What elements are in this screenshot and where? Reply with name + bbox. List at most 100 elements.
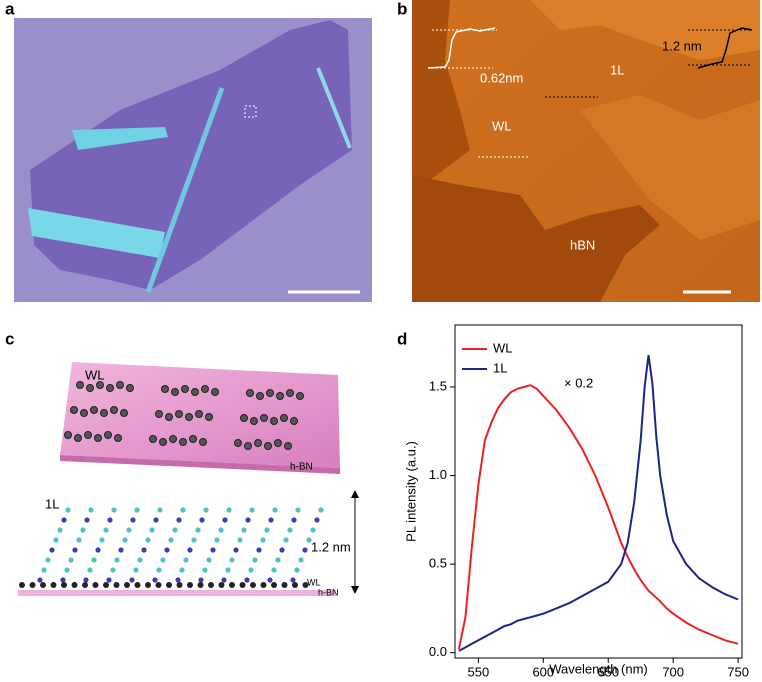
atom	[199, 517, 205, 523]
annotation: WL	[492, 118, 512, 133]
atom	[283, 537, 289, 543]
atom	[268, 517, 274, 523]
atom	[292, 582, 298, 588]
atom	[118, 547, 124, 553]
atom	[208, 582, 214, 588]
atom	[314, 517, 320, 523]
panel-b: 0.62nm 1.2 nm 1L WL hBN b	[397, 0, 760, 302]
atom	[169, 435, 177, 443]
atom	[141, 547, 147, 553]
atom	[286, 389, 294, 397]
atom	[179, 567, 185, 573]
annotation: h-BN	[318, 587, 339, 597]
atom	[64, 431, 72, 439]
atom	[272, 507, 278, 513]
annotation: 1L	[45, 496, 59, 511]
panel-label: b	[397, 0, 407, 18]
atom	[187, 582, 193, 588]
atom	[83, 577, 89, 583]
atom	[84, 517, 90, 523]
atom	[306, 537, 312, 543]
region	[580, 95, 760, 240]
atom	[134, 582, 141, 588]
atom	[248, 567, 254, 573]
atom	[187, 547, 193, 553]
atom	[76, 537, 82, 543]
atom	[95, 547, 101, 553]
atom	[94, 434, 102, 442]
atom	[229, 582, 235, 588]
atom	[191, 388, 199, 396]
atom	[295, 507, 301, 513]
panel-label: a	[5, 0, 15, 18]
atom	[87, 567, 93, 573]
atom	[45, 557, 51, 563]
atom	[57, 527, 63, 533]
atom	[68, 557, 74, 563]
legend-label: WL	[493, 340, 513, 355]
atom	[53, 537, 59, 543]
atom	[65, 507, 71, 513]
atom	[206, 557, 212, 563]
atom	[185, 413, 193, 421]
atom	[229, 557, 235, 563]
annotation: hBN	[570, 237, 595, 252]
atom	[126, 527, 132, 533]
atom	[266, 389, 274, 397]
panel-label: d	[397, 329, 407, 348]
atom	[124, 582, 130, 588]
atom	[129, 577, 135, 583]
crystal	[145, 87, 225, 293]
x-tick-label: 550	[468, 664, 490, 677]
atom	[96, 381, 104, 389]
atom	[245, 517, 251, 523]
atom	[275, 557, 281, 563]
atom	[180, 507, 186, 513]
atom	[90, 406, 98, 414]
panel-d: 550 600 650 700 750 0.0 0.5 1.0 1.5 Wavelength (n…	[397, 324, 749, 679]
arrow-head	[351, 586, 359, 594]
atom	[164, 547, 170, 553]
atom	[103, 527, 109, 533]
atom	[249, 507, 255, 513]
region	[412, 175, 660, 302]
atom	[233, 547, 239, 553]
annotation: 1.2 nm	[311, 539, 351, 554]
atom	[291, 517, 297, 523]
x-tick-label: 750	[727, 664, 749, 677]
atom	[161, 385, 169, 393]
atom	[260, 582, 267, 588]
atom	[60, 577, 66, 583]
atom	[149, 435, 157, 443]
atom	[254, 439, 262, 447]
atom	[279, 547, 285, 553]
atom	[166, 582, 172, 588]
region	[530, 0, 760, 60]
y-tick-label: 0.0	[429, 644, 447, 659]
atom	[296, 392, 304, 400]
atom	[110, 406, 118, 414]
atom	[113, 582, 120, 588]
atom	[84, 431, 92, 439]
atom	[237, 537, 243, 543]
atom	[61, 582, 67, 588]
atom	[64, 567, 70, 573]
atom	[153, 517, 159, 523]
atom	[267, 577, 273, 583]
atom	[61, 517, 67, 523]
atom	[205, 413, 213, 421]
substrate	[18, 590, 336, 596]
atom	[270, 417, 278, 425]
atom	[29, 582, 36, 588]
atom	[195, 410, 203, 418]
atom	[92, 582, 99, 588]
atom	[222, 517, 228, 523]
atom	[82, 582, 88, 588]
atom	[130, 517, 136, 523]
atom	[198, 577, 204, 583]
atom	[88, 507, 94, 513]
atom	[191, 537, 197, 543]
atom	[181, 385, 189, 393]
atom	[176, 582, 183, 588]
atom	[91, 557, 97, 563]
